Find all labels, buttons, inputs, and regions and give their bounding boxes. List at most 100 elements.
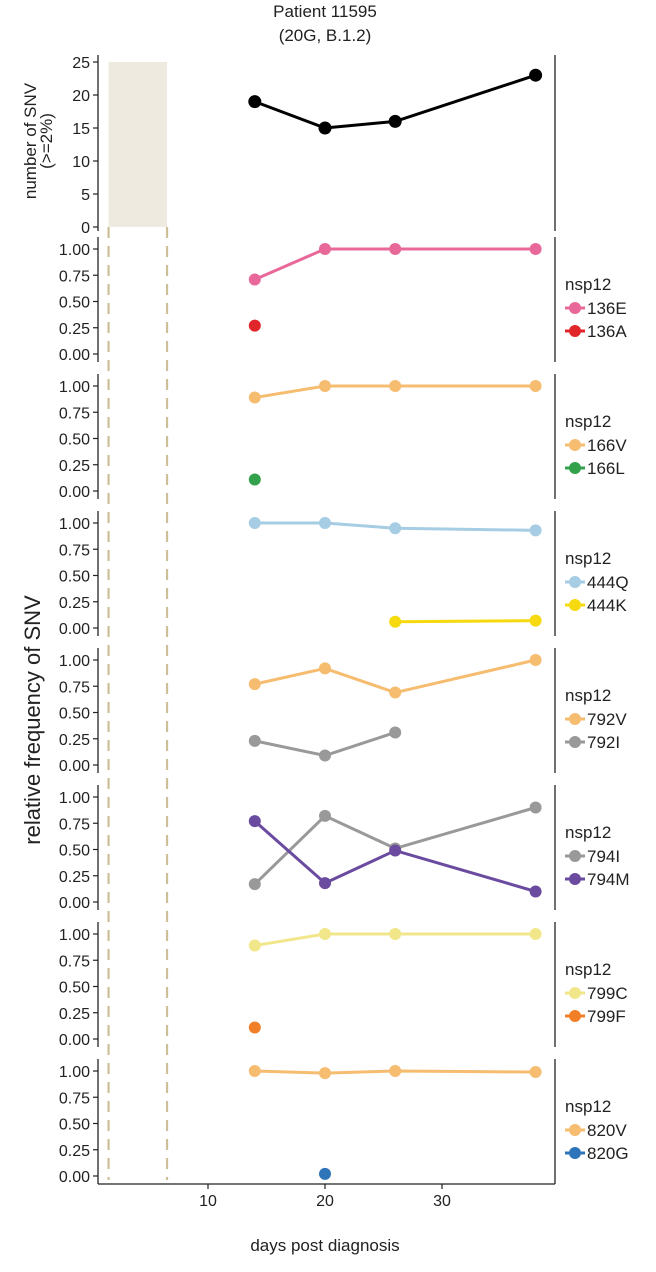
data-point-166V xyxy=(389,380,402,392)
legend-swatch-dot xyxy=(569,987,581,999)
series-line-794M xyxy=(253,820,537,893)
legend-title: nsp12 xyxy=(565,549,611,568)
panel-y-tick-label: 0.00 xyxy=(59,621,90,638)
panel-y-tick-label: 0.25 xyxy=(59,732,90,749)
data-point-794I xyxy=(529,801,542,814)
panel-y-tick-label: 0.25 xyxy=(59,595,90,612)
panel-y-tick-label: 0.25 xyxy=(59,458,90,475)
panel-y-tick-label: 0.75 xyxy=(59,1090,90,1107)
panel-y-tick-label: 0.25 xyxy=(59,1006,90,1023)
data-point-820V xyxy=(529,1066,542,1079)
panel-y-tick-label: 0.50 xyxy=(59,432,90,449)
top-panel-y-tick-label: 5 xyxy=(81,187,90,204)
panel-y-tick-label: 1.00 xyxy=(59,379,90,396)
data-point-794M xyxy=(389,844,402,857)
series-line-820V xyxy=(254,1069,536,1075)
data-point-820G xyxy=(319,1167,331,1180)
data-point-799C xyxy=(319,928,331,940)
legend-label-166V: 166V xyxy=(587,436,627,455)
legend-label-799C: 799C xyxy=(587,984,628,1003)
data-point-794I xyxy=(319,809,331,822)
data-point-444Q xyxy=(389,522,402,535)
x-tick-label: 20 xyxy=(316,1193,334,1210)
series-line-799C xyxy=(254,932,536,948)
legend-label-166L: 166L xyxy=(587,459,625,478)
data-point-794M xyxy=(248,815,261,828)
top-panel-y-tick-label: 25 xyxy=(72,55,90,72)
legend-title: nsp12 xyxy=(565,412,611,431)
series-line-166V xyxy=(254,384,536,400)
data-point-136E xyxy=(319,243,331,255)
legend-label-136A: 136A xyxy=(587,322,627,341)
panel-y-tick-label: 1.00 xyxy=(59,653,90,670)
legend-swatch-dot xyxy=(569,325,581,337)
panel-y-tick-label: 0.75 xyxy=(59,953,90,970)
data-point-799C xyxy=(248,939,261,952)
top-panel-y-tick-label: 20 xyxy=(72,88,90,105)
legend-label-444Q: 444Q xyxy=(587,573,629,592)
data-point-136E xyxy=(529,243,542,255)
panel-y-tick-label: 0.75 xyxy=(59,405,90,422)
panel-y-tick-label: 0.00 xyxy=(59,347,90,364)
data-point-444K xyxy=(529,614,542,627)
legend-swatch-dot xyxy=(569,873,581,885)
panel-y-tick-label: 0.50 xyxy=(59,569,90,586)
panel-y-tick-label: 0.50 xyxy=(59,706,90,723)
legend-swatch-dot xyxy=(569,850,581,862)
data-point-166V xyxy=(319,380,331,392)
top-panel-y-tick-label: 10 xyxy=(72,154,90,171)
panel-y-tick-label: 0.00 xyxy=(59,1169,90,1186)
legend-label-444K: 444K xyxy=(587,596,627,615)
legend-swatch-dot xyxy=(569,736,581,748)
panel-y-tick-label: 0.25 xyxy=(59,321,90,338)
series-line-444Q xyxy=(254,521,536,532)
data-point-792V xyxy=(389,686,402,699)
panel-y-tick-label: 1.00 xyxy=(59,242,90,259)
data-point-444Q xyxy=(529,524,542,537)
panel-y-tick-label: 0.00 xyxy=(59,895,90,912)
data-point-444K xyxy=(389,615,402,628)
legend-title: nsp12 xyxy=(565,1097,611,1116)
data-point-820V xyxy=(248,1065,261,1077)
legend-label-792I: 792I xyxy=(587,733,620,752)
data-point-792I xyxy=(248,734,261,747)
top-panel-point xyxy=(529,68,543,82)
data-point-792V xyxy=(529,654,542,666)
chart-title-line1: Patient 11595 xyxy=(273,2,377,21)
data-point-794M xyxy=(319,877,331,890)
data-point-792V xyxy=(248,678,261,691)
data-point-166V xyxy=(248,391,261,404)
panel-y-tick-label: 0.50 xyxy=(59,1117,90,1134)
panel-y-tick-label: 0.00 xyxy=(59,1032,90,1049)
x-tick-label: 30 xyxy=(433,1193,451,1210)
legend-label-792V: 792V xyxy=(587,710,627,729)
panel-y-tick-label: 0.00 xyxy=(59,758,90,775)
plot-area: 0 5 10 15 20 25 number of SNV(>=2%) 0.00 0.25 0.5… xyxy=(21,55,630,1210)
legend-swatch-dot xyxy=(569,1124,581,1136)
panel-y-tick-label: 0.00 xyxy=(59,484,90,501)
data-point-166L xyxy=(248,473,261,486)
data-point-166V xyxy=(529,380,542,392)
panel-y-tick-label: 0.75 xyxy=(59,542,90,559)
legend-label-794I: 794I xyxy=(587,847,620,866)
top-panel-series-line xyxy=(254,73,537,130)
data-point-444Q xyxy=(248,517,261,529)
data-point-444Q xyxy=(319,517,331,529)
x-axis-label: days post diagnosis xyxy=(250,1236,399,1255)
top-panel-point xyxy=(388,114,402,128)
legend-swatch-dot xyxy=(569,576,581,588)
legend-title: nsp12 xyxy=(565,686,611,705)
data-point-799C xyxy=(389,928,402,940)
data-point-792I xyxy=(389,726,402,739)
panel-y-tick-label: 1.00 xyxy=(59,790,90,807)
panel-y-tick-label: 0.75 xyxy=(59,268,90,285)
series-line-136E xyxy=(254,247,536,281)
x-tick-label: 10 xyxy=(199,1193,217,1210)
legend-swatch-dot xyxy=(569,1010,581,1022)
data-point-799F xyxy=(248,1021,261,1034)
panel-y-tick-label: 0.50 xyxy=(59,980,90,997)
legend-title: nsp12 xyxy=(565,823,611,842)
data-point-136E xyxy=(248,273,261,286)
data-point-820V xyxy=(389,1065,402,1077)
